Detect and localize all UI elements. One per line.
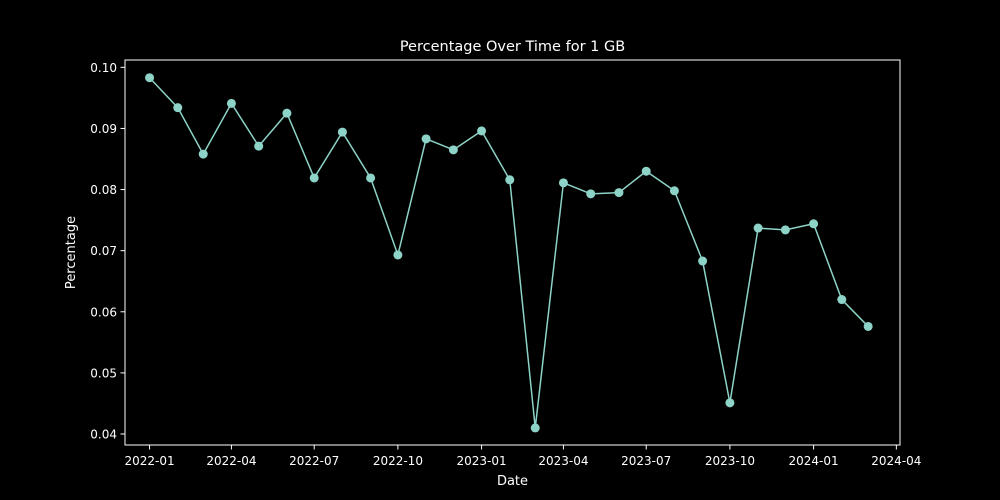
chart-title: Percentage Over Time for 1 GB bbox=[400, 39, 625, 55]
x-tick-label: 2022-04 bbox=[206, 454, 256, 468]
data-point bbox=[226, 98, 236, 108]
data-point bbox=[282, 108, 292, 118]
x-tick-label: 2024-01 bbox=[789, 454, 839, 468]
x-axis-ticks: 2022-01 2022-04 2022-07 2022-10 2023-01 2023-… bbox=[124, 445, 921, 468]
plot-area-frame bbox=[124, 59, 901, 446]
data-point bbox=[477, 126, 487, 136]
y-axis-label: Percentage bbox=[64, 216, 79, 289]
data-point bbox=[173, 103, 183, 113]
x-tick-label: 2022-10 bbox=[373, 454, 423, 468]
x-axis-label: Date bbox=[497, 474, 528, 489]
y-tick-label: 0.08 bbox=[90, 183, 117, 197]
data-point bbox=[198, 149, 208, 159]
data-point bbox=[641, 166, 651, 176]
data-point bbox=[530, 423, 540, 433]
y-tick-label: 0.10 bbox=[90, 61, 117, 75]
data-point bbox=[698, 256, 708, 266]
data-point bbox=[753, 223, 763, 233]
data-point bbox=[309, 173, 319, 183]
data-point bbox=[558, 178, 568, 188]
y-tick-label: 0.09 bbox=[90, 122, 117, 136]
y-tick-label: 0.06 bbox=[90, 305, 117, 319]
data-point bbox=[780, 225, 790, 235]
data-point bbox=[337, 127, 347, 137]
data-point bbox=[421, 134, 431, 144]
data-point bbox=[586, 189, 596, 199]
series-layer bbox=[145, 73, 873, 433]
data-point bbox=[254, 141, 264, 151]
y-tick-label: 0.04 bbox=[90, 428, 117, 442]
data-point bbox=[145, 73, 155, 83]
data-point bbox=[725, 398, 735, 408]
x-tick-label: 2022-07 bbox=[289, 454, 339, 468]
data-point bbox=[393, 250, 403, 260]
x-tick-label: 2024-04 bbox=[871, 454, 921, 468]
data-point bbox=[448, 145, 458, 155]
data-point bbox=[669, 186, 679, 196]
x-tick-label: 2023-04 bbox=[538, 454, 588, 468]
x-tick-label: 2023-07 bbox=[621, 454, 671, 468]
y-axis-ticks: 0.04 0.05 0.06 0.07 0.08 0.09 0.10 bbox=[90, 61, 125, 442]
y-tick-label: 0.07 bbox=[90, 244, 117, 258]
data-point bbox=[505, 175, 515, 185]
y-tick-label: 0.05 bbox=[90, 366, 117, 380]
data-point bbox=[809, 219, 819, 229]
x-tick-label: 2023-10 bbox=[705, 454, 755, 468]
x-tick-label: 2022-01 bbox=[124, 454, 174, 468]
data-point bbox=[614, 188, 624, 198]
data-point bbox=[366, 173, 376, 183]
data-point bbox=[863, 321, 873, 331]
x-tick-label: 2023-01 bbox=[457, 454, 507, 468]
data-point bbox=[837, 295, 847, 305]
